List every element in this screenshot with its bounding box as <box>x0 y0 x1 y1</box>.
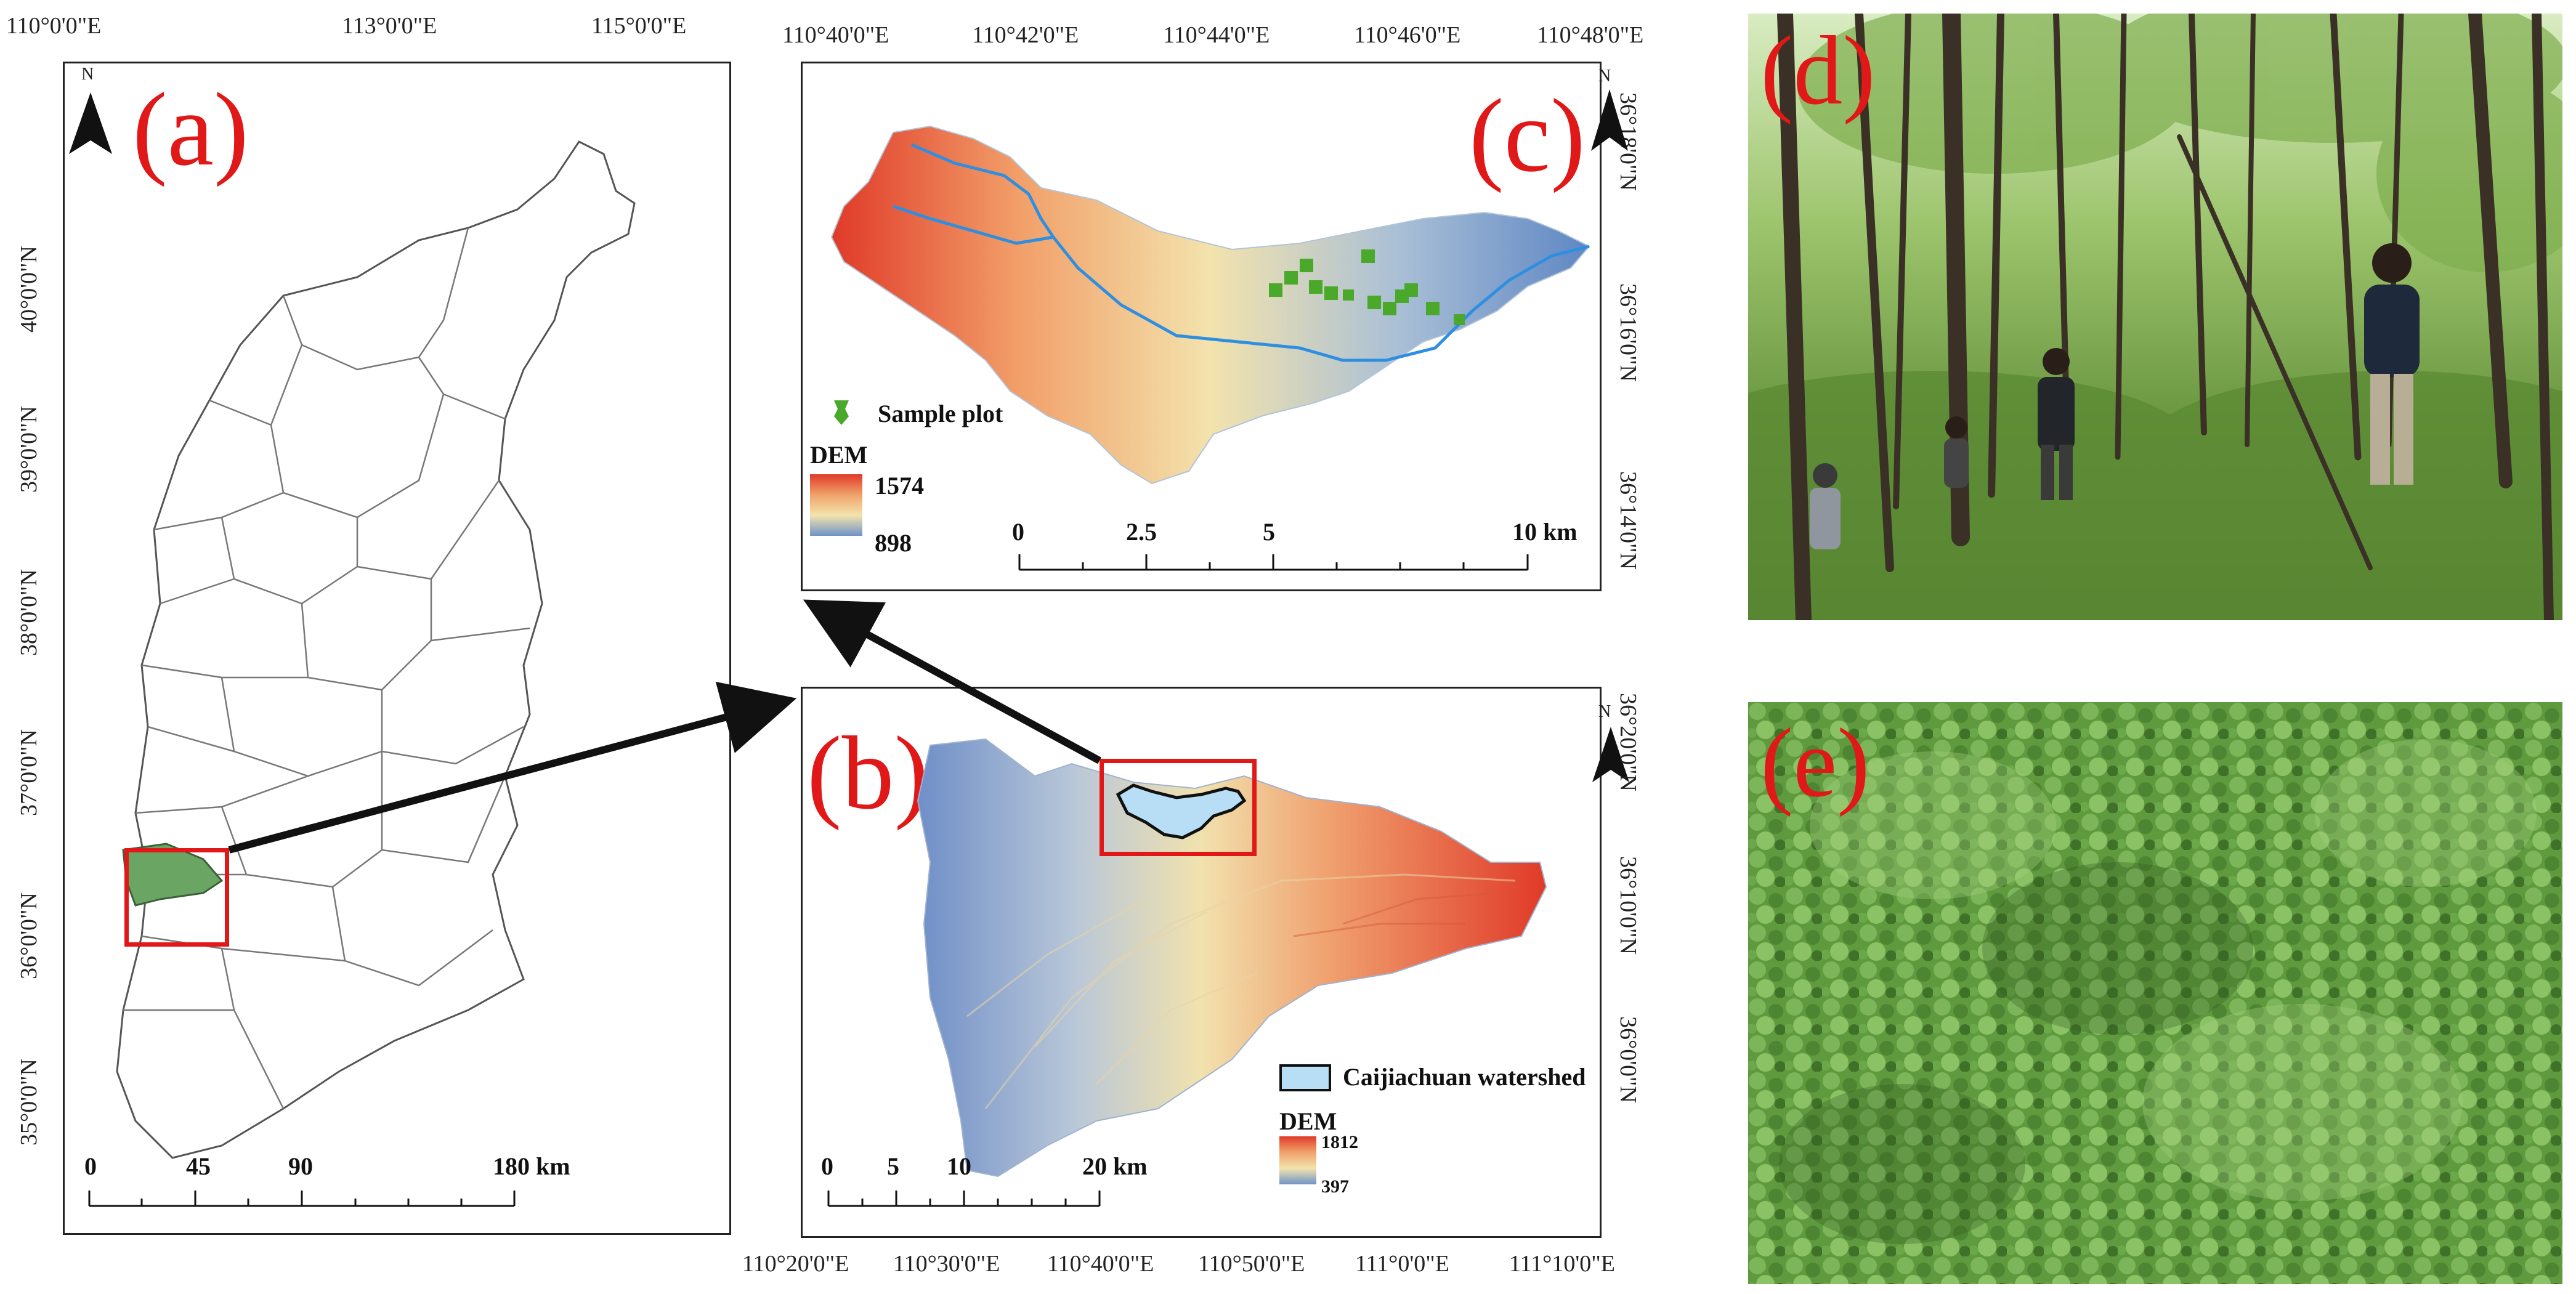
panel-a-scale-label-90: 90 <box>288 1152 313 1180</box>
panel-b-scale-label-10: 10 <box>947 1152 971 1180</box>
panel-c-scale-label-5: 5 <box>1263 518 1275 546</box>
panel-c-top-coord-2: 110°42'0"E <box>972 22 1079 48</box>
panel-a-study-area-highlight-box <box>124 848 229 947</box>
panel-d-letter: (d) <box>1760 15 1876 125</box>
panel-c-legend-dem-max: 1574 <box>875 472 924 499</box>
panel-c-top-coord-1: 110°40'0"E <box>782 22 889 48</box>
panel-b-scale-label-20: 20 km <box>1082 1152 1148 1180</box>
panel-b-north-arrow-icon <box>1592 727 1629 782</box>
panel-b-scale-label-5: 5 <box>887 1152 899 1180</box>
panel-b-legend-watershed-swatch <box>1279 1064 1331 1091</box>
panel-e-letter: (e) <box>1760 708 1870 817</box>
panel-c-top-coord-5: 110°48'0"E <box>1537 22 1644 48</box>
panel-b-legend-dem-max: 1812 <box>1321 1132 1358 1152</box>
panel-c-sample-plot-icon <box>834 400 849 425</box>
panel-a-north-label: N <box>81 65 94 84</box>
panel-a-province-map <box>116 140 636 1159</box>
panel-c-sample-plots <box>1269 249 1465 325</box>
panel-b-letter: (b) <box>807 715 930 831</box>
arrow-a-to-b <box>228 681 797 854</box>
panel-c-watershed-dem <box>830 125 1590 485</box>
panel-a-top-coord-1: 110°0'0"E <box>6 13 102 39</box>
panel-a-top-coord-2: 113°0'0"E <box>342 13 437 39</box>
panel-c-legend-dem-title: DEM <box>810 441 868 469</box>
panel-c-scale-label-0: 0 <box>1012 518 1024 546</box>
panel-d-field-photo: (d) <box>1748 14 2562 620</box>
arrow-b-to-c <box>803 599 1101 764</box>
panel-b-north-label: N <box>1598 702 1611 721</box>
panel-b-legend-dem-title: DEM <box>1279 1107 1337 1135</box>
panel-a-letter: (a) <box>132 71 249 187</box>
panel-c-top-coord-3: 110°44'0"E <box>1163 22 1270 48</box>
panel-c-north-arrow-icon <box>1591 89 1628 151</box>
panel-e-canopy-texture <box>1748 702 2562 1284</box>
panel-a-north-arrow-icon <box>69 92 112 154</box>
panel-c-scale-label-10: 10 km <box>1512 518 1578 546</box>
panel-b-legend-dem-ramp <box>1279 1136 1316 1184</box>
panel-a-top-coord-3: 115°0'0"E <box>591 13 687 39</box>
panel-c-legend-plot-label: Sample plot <box>878 400 1003 427</box>
panel-c-letter: (c) <box>1469 78 1586 193</box>
panel-c-top-coord-4: 110°46'0"E <box>1354 22 1461 48</box>
panel-b-bottom-coord-5: 111°0'0"E <box>1355 1251 1449 1277</box>
panel-d-photo-scene <box>1748 14 2562 620</box>
panel-e-canopy-photo: (e) <box>1748 702 2562 1284</box>
panel-a-scale-label-180: 180 km <box>493 1152 570 1180</box>
panel-c-scale-bar <box>1018 554 1529 571</box>
panel-b-watershed-highlight-box <box>1100 759 1257 856</box>
panel-b-bottom-coord-4: 110°50'0"E <box>1198 1251 1305 1277</box>
panel-b-legend-dem-min: 397 <box>1321 1176 1349 1197</box>
panel-b-bottom-coord-6: 111°10'0"E <box>1509 1251 1615 1277</box>
panel-c-legend-dem-min: 898 <box>875 529 912 557</box>
panel-b-watershed-shape <box>1116 783 1247 839</box>
panel-b-bottom-coord-1: 110°20'0"E <box>742 1251 849 1277</box>
panel-c-north-label: N <box>1598 67 1611 86</box>
panel-a-scale-label-45: 45 <box>186 1152 211 1180</box>
panel-b-scale-label-0: 0 <box>821 1152 833 1180</box>
panel-c-legend-dem-ramp <box>810 474 862 536</box>
panel-b-bottom-coord-3: 110°40'0"E <box>1047 1251 1154 1277</box>
panel-b-legend-watershed-label: Caijiachuan watershed <box>1343 1063 1586 1091</box>
panel-a-scale-bar <box>88 1191 516 1207</box>
panel-b-bottom-coord-2: 110°30'0"E <box>893 1251 1000 1277</box>
panel-d-people <box>1810 243 2420 549</box>
panel-b-dem-map <box>917 738 1547 1178</box>
panel-b-scale-bar <box>827 1191 1101 1207</box>
panel-c-scale-label-2-5: 2.5 <box>1126 518 1157 546</box>
panel-a-scale-label-0: 0 <box>84 1152 97 1180</box>
